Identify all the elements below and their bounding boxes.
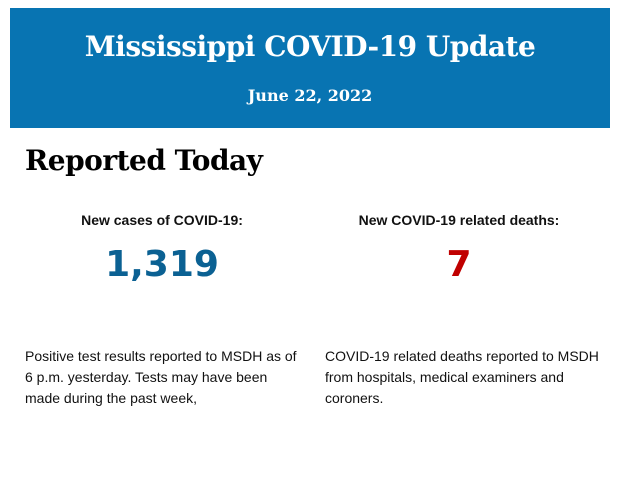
section-title: Reported Today bbox=[25, 144, 263, 177]
cases-description: Positive test results reported to MSDH a… bbox=[25, 348, 297, 406]
deaths-description: COVID-19 related deaths reported to MSDH… bbox=[325, 348, 599, 406]
report-date: June 22, 2022 bbox=[247, 86, 373, 105]
cases-value: 1,319 bbox=[105, 244, 219, 285]
deaths-value: 7 bbox=[446, 244, 472, 285]
page-title: Mississippi COVID-19 Update bbox=[84, 30, 536, 63]
deaths-panel: New COVID-19 related deaths: 7 bbox=[319, 212, 599, 285]
deaths-label: New COVID-19 related deaths: bbox=[358, 212, 560, 228]
cases-label: New cases of COVID-19: bbox=[81, 212, 243, 228]
cases-panel: New cases of COVID-19: 1,319 bbox=[22, 212, 302, 285]
header-banner: Mississippi COVID-19 Update June 22, 202… bbox=[10, 8, 610, 128]
